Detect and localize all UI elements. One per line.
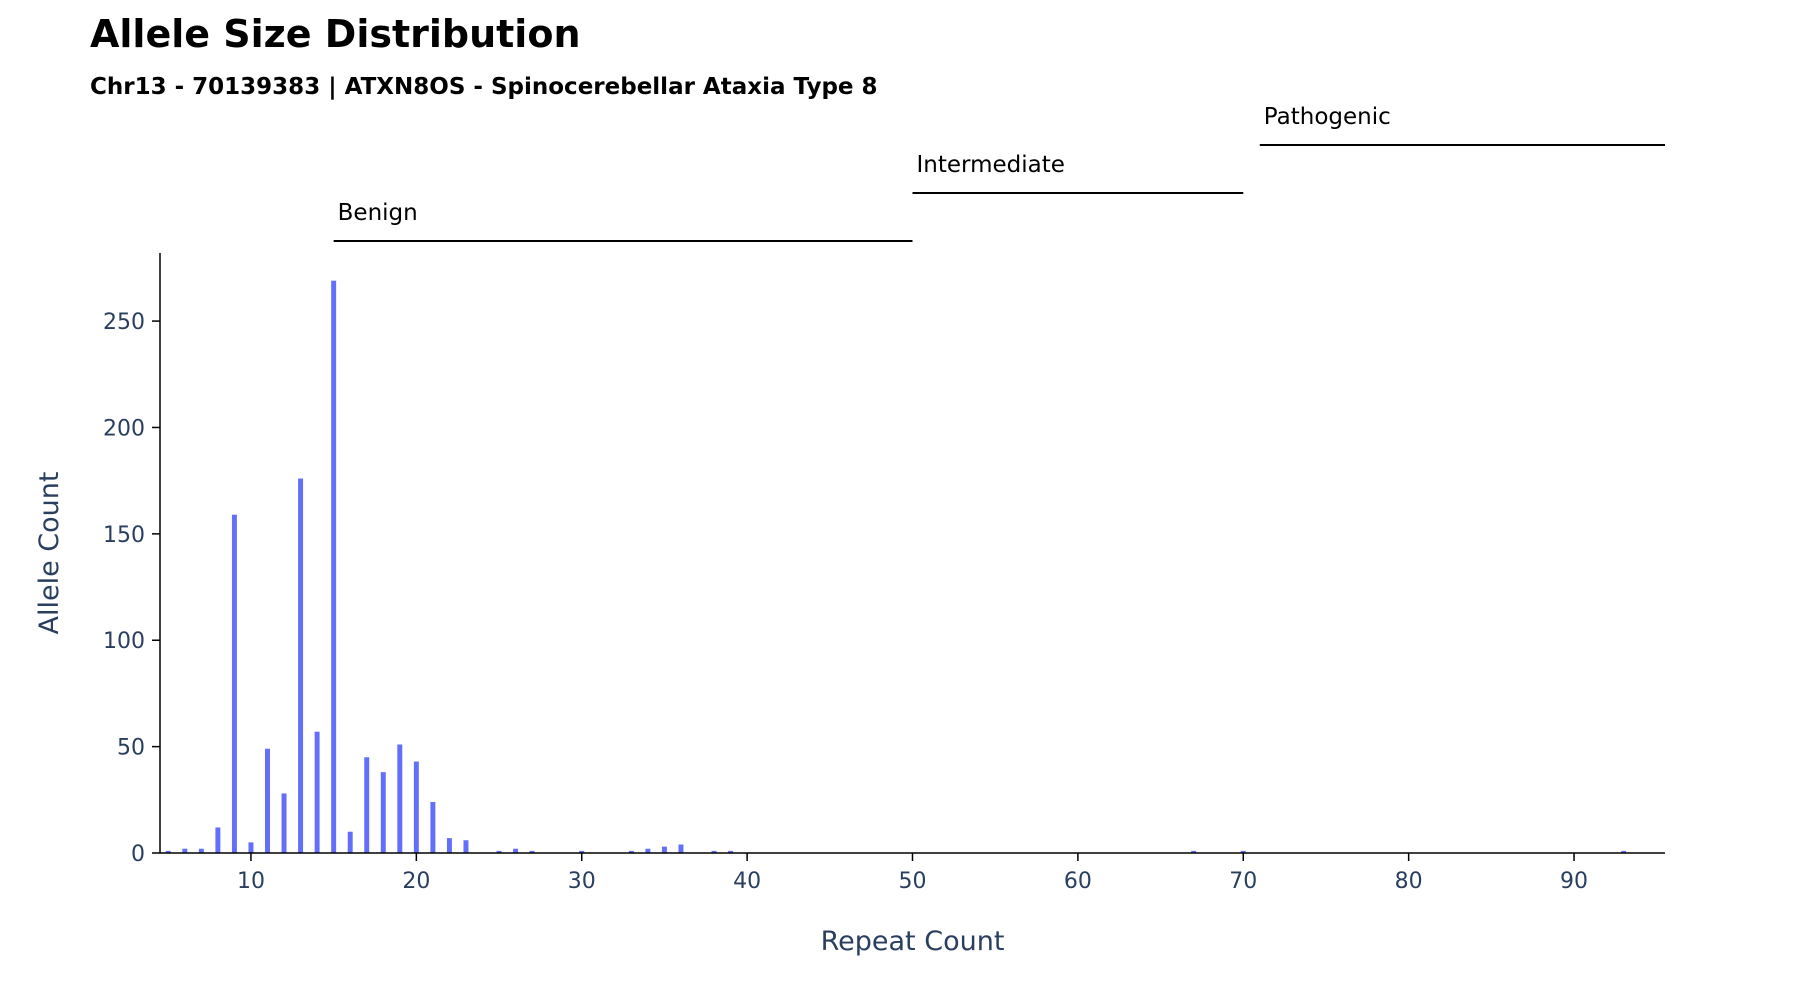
bar xyxy=(711,850,717,853)
bar xyxy=(397,744,403,853)
bar xyxy=(496,850,502,853)
bar xyxy=(1621,850,1627,853)
bar xyxy=(628,850,634,853)
axes xyxy=(159,253,1665,854)
x-tick-label: 90 xyxy=(1560,869,1588,894)
y-axis-title: Allele Count xyxy=(34,472,65,635)
bar xyxy=(513,848,519,853)
bar xyxy=(463,840,469,853)
bar xyxy=(298,478,304,853)
bar xyxy=(1191,850,1197,853)
bar xyxy=(728,850,734,853)
bar xyxy=(446,838,452,853)
x-tick-label: 80 xyxy=(1395,869,1423,894)
y-tick-label: 200 xyxy=(103,416,145,441)
bar xyxy=(645,848,651,853)
y-tick-label: 150 xyxy=(103,523,145,548)
y-tick-label: 250 xyxy=(103,310,145,335)
x-axis-title: Repeat Count xyxy=(821,926,1005,957)
bars xyxy=(165,280,1627,853)
bar xyxy=(380,772,386,853)
chart-subtitle: Chr13 - 70139383 | ATXN8OS - Spinocerebe… xyxy=(90,74,878,100)
range-annotations: Benign Intermediate Pathogenic xyxy=(333,104,1665,242)
x-tick-label: 70 xyxy=(1229,869,1257,894)
x-tick-label: 40 xyxy=(733,869,761,894)
y-tick-label: 0 xyxy=(131,842,145,867)
bar xyxy=(248,842,254,853)
x-tick-label: 10 xyxy=(237,869,265,894)
bar xyxy=(1240,850,1246,853)
bar xyxy=(678,844,684,853)
x-tick-label: 60 xyxy=(1064,869,1092,894)
bar xyxy=(198,848,204,853)
bar xyxy=(661,846,667,853)
bar xyxy=(265,748,270,853)
bar xyxy=(579,850,585,853)
x-tick-label: 30 xyxy=(568,869,596,894)
bar xyxy=(182,848,188,853)
x-tick-label: 20 xyxy=(402,869,430,894)
chart-title: Allele Size Distribution xyxy=(90,12,581,56)
x-tick-label: 50 xyxy=(899,869,927,894)
bar xyxy=(347,831,353,853)
bar xyxy=(331,280,337,853)
bar xyxy=(165,850,171,853)
bar xyxy=(364,757,370,853)
y-tick-label: 100 xyxy=(103,629,145,654)
bar xyxy=(215,827,221,853)
range-label: Benign xyxy=(338,200,418,226)
ticks: 10 20 30 40 50 60 70 80 90 0 50 100 150 200 250 xyxy=(103,310,1588,894)
y-tick-label: 50 xyxy=(117,736,145,761)
bar xyxy=(314,731,320,853)
bar xyxy=(413,761,419,853)
bar xyxy=(281,793,287,853)
bar xyxy=(231,514,237,853)
bar xyxy=(529,850,535,853)
range-label: Intermediate xyxy=(917,152,1065,178)
bar xyxy=(430,801,436,853)
range-label: Pathogenic xyxy=(1264,104,1391,130)
